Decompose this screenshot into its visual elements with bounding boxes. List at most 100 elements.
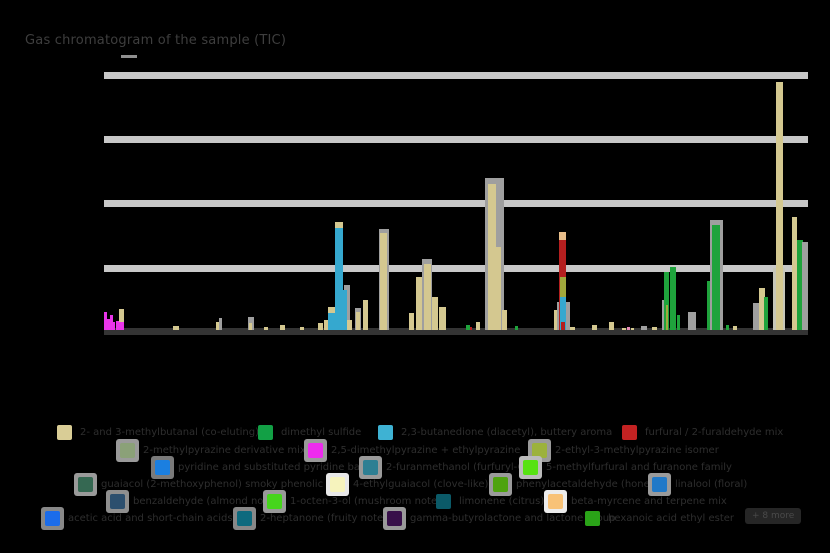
- peak-gray-69: [753, 303, 760, 330]
- legend-item-19[interactable]: 2-heptanone (fruity note): [233, 507, 388, 530]
- legend-color-swatch-icon: [387, 511, 402, 526]
- legend-item-12[interactable]: phenylacetaldehyde (honey): [489, 473, 660, 496]
- legend-item-6[interactable]: 2-ethyl-3-methylpyrazine isomer: [528, 439, 719, 462]
- peak-magenta-6: [119, 322, 124, 330]
- legend-color-swatch-icon: [493, 477, 508, 492]
- legend-chip: [233, 507, 256, 530]
- legend-item-0[interactable]: 2- and 3-methylbutanal (co-eluting): [57, 425, 259, 440]
- peak-red-49: [561, 322, 565, 330]
- legend-more-box[interactable]: + 8 more: [745, 508, 802, 524]
- peak-tan-29: [409, 313, 414, 330]
- legend-color-swatch-icon: [78, 477, 93, 492]
- peak-blue-22: [340, 290, 347, 330]
- legend-item-label: 1-octen-3-ol (mushroom note): [290, 496, 442, 507]
- legend-item-20[interactable]: gamma-butyrolactone and lactone group: [383, 507, 616, 530]
- legend-item-3[interactable]: furfural / 2-furaldehyde mix: [622, 425, 783, 440]
- legend-color-swatch-icon: [120, 443, 135, 458]
- legend-chip: [326, 473, 349, 496]
- legend-chip: [383, 507, 406, 530]
- legend-item-14[interactable]: benzaldehyde (almond note): [106, 490, 277, 513]
- legend-item-label: 2-methylpyrazine derivative mix: [143, 445, 306, 456]
- gridline-2: [104, 200, 808, 207]
- legend-item-21[interactable]: hexanoic acid ethyl ester: [585, 511, 734, 526]
- peak-tan-15: [318, 323, 323, 330]
- legend-item-8[interactable]: 2-furanmethanol (furfuryl-OH): [359, 456, 537, 479]
- peak-magenta-1: [107, 319, 110, 330]
- peak-tan-30: [416, 277, 422, 330]
- gridline-3: [104, 265, 808, 272]
- gridline-0: [104, 72, 808, 79]
- peak-gray-56: [641, 326, 647, 330]
- peak-tan-57: [652, 327, 657, 330]
- peak-olive-60: [666, 305, 668, 330]
- legend-color-swatch-icon: [622, 425, 637, 440]
- legend-item-label: 2-heptanone (fruity note): [260, 513, 388, 524]
- legend-item-10[interactable]: guaiacol (2-methoxyphenol) smoky phenoli…: [74, 473, 349, 496]
- legend-color-swatch-icon: [258, 425, 273, 440]
- legend-item-13[interactable]: linalool (floral): [648, 473, 747, 496]
- peak-tan-25: [356, 312, 360, 330]
- peak-tan-11: [249, 323, 252, 330]
- legend-chip: [304, 439, 327, 462]
- legend-color-swatch-icon: [330, 477, 345, 492]
- peak-gray-76: [802, 242, 808, 330]
- legend-item-15[interactable]: 1-octen-3-ol (mushroom note): [263, 490, 442, 513]
- peak-tan-73: [776, 82, 783, 330]
- legend-color-swatch-icon: [652, 477, 667, 492]
- peak-magenta-4: [116, 321, 119, 330]
- legend-item-label: hexanoic acid ethyl ester: [608, 513, 735, 524]
- peak-gray-63: [688, 312, 696, 330]
- legend-chip: [258, 425, 273, 440]
- legend-chip: [74, 473, 97, 496]
- peak-tan-26: [363, 300, 368, 330]
- legend-item-4[interactable]: 2-methylpyrazine derivative mix: [116, 439, 306, 462]
- peak-green-61: [670, 267, 676, 330]
- legend-color-swatch-icon: [378, 425, 393, 440]
- legend-item-label: furfural / 2-furaldehyde mix: [645, 427, 784, 438]
- peak-tan-40: [496, 247, 501, 330]
- peak-green-75: [797, 240, 803, 330]
- peak-blue-18: [328, 313, 335, 330]
- legend-item-9[interactable]: 5-methylfurfural and furanone family: [519, 456, 732, 479]
- legend-item-7[interactable]: pyridine and substituted pyridine bases: [151, 456, 377, 479]
- legend-item-label: 2-ethyl-3-methylpyrazine isomer: [555, 445, 719, 456]
- peak-tan-32: [424, 264, 431, 330]
- legend-item-18[interactable]: acetic acid and short-chain acids: [41, 507, 233, 530]
- legend-color-swatch-icon: [110, 494, 125, 509]
- legend-item-label: 2- and 3-methylbutanal (co-eluting): [80, 427, 259, 438]
- peak-tan-70: [759, 288, 765, 330]
- plot-area: [104, 55, 808, 335]
- legend-item-label: dimethyl sulfide: [281, 427, 362, 438]
- legend-chip: [106, 490, 129, 513]
- peak-tan-41: [502, 310, 507, 330]
- peak-tan-23: [347, 320, 352, 330]
- legend-item-16[interactable]: limonene (citrus): [436, 494, 544, 509]
- legend-chip: [622, 425, 637, 440]
- peak-green-71: [764, 297, 768, 330]
- legend-chip: [263, 490, 286, 513]
- legend-chip: [57, 425, 72, 440]
- legend-color-swatch-icon: [363, 460, 378, 475]
- peak-tan-13: [280, 325, 285, 330]
- legend-item-22[interactable]: + 8 more: [745, 508, 802, 524]
- legend-color-swatch-icon: [523, 460, 538, 475]
- peak-tan-55: [631, 328, 634, 330]
- legend-item-label: beta-myrcene and terpene mix: [571, 496, 727, 507]
- legend-chip: [116, 439, 139, 462]
- legend-color-swatch-icon: [237, 511, 252, 526]
- legend-chip: [378, 425, 393, 440]
- legend-item-5[interactable]: 2,5-dimethylpyrazine + ethylpyrazine: [304, 439, 521, 462]
- peak-magenta-2: [110, 315, 113, 330]
- legend-item-label: 2,5-dimethylpyrazine + ethylpyrazine: [331, 445, 521, 456]
- peak-gray-21: [344, 285, 350, 330]
- legend-item-1[interactable]: dimethyl sulfide: [258, 425, 361, 440]
- legend-item-17[interactable]: beta-myrcene and terpene mix: [544, 490, 727, 513]
- peak-green-42: [515, 326, 518, 330]
- legend-chip: [519, 456, 542, 479]
- legend-item-11[interactable]: 4-ethylguaiacol (clove-like): [326, 473, 488, 496]
- peak-tan-34: [439, 307, 446, 330]
- peak-tan-16: [324, 320, 328, 330]
- legend-item-label: limonene (citrus): [459, 496, 545, 507]
- legend-item-2[interactable]: 2,3-butanedione (diacetyl), buttery arom…: [378, 425, 612, 440]
